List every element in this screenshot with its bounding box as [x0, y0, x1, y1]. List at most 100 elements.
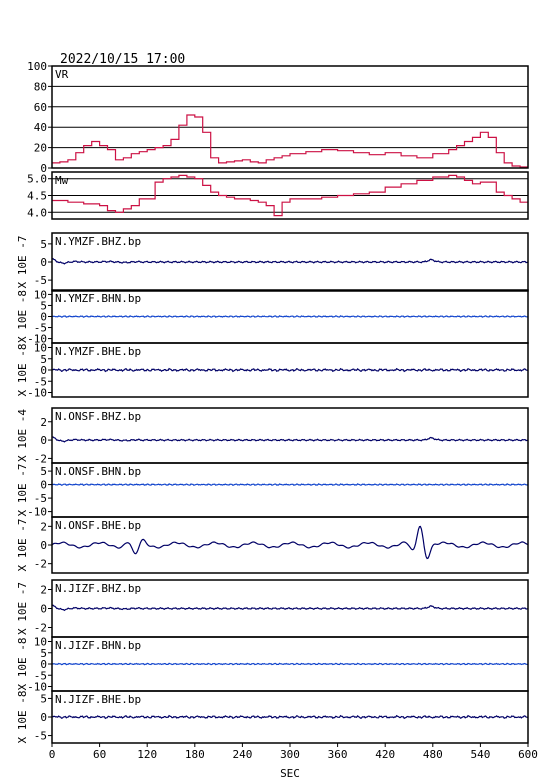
x-tick-label: 420 — [375, 748, 395, 761]
y-tick-label: 5.0 — [27, 173, 47, 186]
series-line-N.YMZF.BHN.bp — [51, 315, 529, 318]
panel-title: Mw — [55, 174, 69, 187]
y-tick-label: -5 — [34, 375, 47, 388]
y-tick-label: 0 — [40, 311, 47, 324]
y-tick-label: 0 — [40, 658, 47, 671]
x-tick-label: 120 — [137, 748, 157, 761]
panel-title: N.ONSF.BHE.bp — [55, 519, 141, 532]
unit-label: X 10E -4 — [16, 409, 29, 462]
series-line-N.YMZF.BHZ.bp — [51, 257, 529, 265]
panel-title: N.JIZF.BHZ.bp — [55, 582, 141, 595]
y-tick-label: 5 — [40, 692, 47, 705]
y-tick-label: 2 — [40, 584, 47, 597]
series-line-N.JIZF.BHN.bp — [51, 662, 529, 666]
unit-label: X 10E -7 — [16, 519, 29, 572]
series-line-N.JIZF.BHE.bp — [51, 714, 529, 720]
x-axis: 0 60 120 180 240 300 360 420 480 540 600 — [49, 743, 538, 761]
y-tick-label: -10 — [27, 333, 47, 346]
series-line-N.JIZF.BHZ.bp — [51, 604, 528, 612]
y-tick-label: 10 — [34, 288, 47, 301]
panel-N.JIZF.BHE.bp: -5 0 5 N.JIZF.BHE.bp X 10E -8 — [16, 690, 529, 744]
y-tick-label: 4.5 — [27, 190, 47, 203]
panel-N.ONSF.BHZ.bp: -2 0 2 N.ONSF.BHZ.bp X 10E -4 — [16, 407, 529, 465]
y-tick-label: 2 — [40, 416, 47, 429]
y-tick-label: 0 — [40, 603, 47, 616]
unit-label: X 10E -8 — [16, 638, 29, 691]
x-tick-label: 60 — [93, 748, 106, 761]
y-tick-label: 5 — [40, 299, 47, 312]
y-tick-label: 5 — [40, 647, 47, 660]
x-tick-label: 180 — [185, 748, 205, 761]
y-tick-label: -2 — [34, 558, 47, 571]
unit-label: X 10E -8 — [16, 344, 29, 397]
y-tick-label: -5 — [34, 274, 47, 287]
panel-frame — [51, 171, 529, 220]
y-tick-label: -10 — [27, 506, 47, 519]
panel-title: N.JIZF.BHN.bp — [55, 639, 141, 652]
y-tick-label: 10 — [34, 342, 47, 355]
y-tick-label: 0 — [40, 364, 47, 377]
y-tick-label: 60 — [34, 101, 47, 114]
y-tick-label: -5 — [34, 322, 47, 335]
y-tick-label: -2 — [34, 452, 47, 465]
panel-N.YMZF.BHZ.bp: -5 0 5 N.YMZF.BHZ.bp X 10E -7 — [16, 232, 529, 292]
series-line-VR — [52, 114, 528, 168]
panel-title: N.YMZF.BHN.bp — [55, 292, 141, 305]
panel-N.ONSF.BHE.bp: -2 0 2 N.ONSF.BHE.bp X 10E -7 — [16, 516, 529, 574]
y-tick-label: 0 — [40, 434, 47, 447]
y-tick-label: 20 — [34, 142, 47, 155]
panel-Mw: 4.0 4.5 5.0 Mw — [27, 171, 529, 220]
panel-title: VR — [55, 68, 69, 81]
series-line-N.ONSF.BHE.bp — [51, 525, 529, 560]
panel-title: N.YMZF.BHE.bp — [55, 345, 141, 358]
x-tick-label: 600 — [518, 748, 538, 761]
series-line-N.ONSF.BHN.bp — [51, 483, 529, 487]
panel-title: N.YMZF.BHZ.bp — [55, 235, 141, 248]
y-tick-label: 10 — [34, 636, 47, 649]
panel-N.ONSF.BHN.bp: -10-505 N.ONSF.BHN.bp X 10E -7 — [16, 462, 529, 519]
y-tick-label: 80 — [34, 80, 47, 93]
y-tick-label: 40 — [34, 121, 47, 134]
panel-VR: 0 20 40 60 80 100 VR — [27, 60, 529, 175]
panel-frame — [51, 65, 529, 169]
panel-frame — [51, 516, 529, 574]
unit-label: X 10E -7 — [16, 582, 29, 635]
x-tick-label: 480 — [423, 748, 443, 761]
y-tick-label: 5 — [40, 353, 47, 366]
panel-title: N.ONSF.BHN.bp — [55, 465, 141, 478]
unit-label: X 10E -8 — [16, 290, 29, 343]
series-line-N.YMZF.BHE.bp — [51, 367, 529, 373]
y-tick-label: 100 — [27, 60, 47, 73]
y-tick-label: 4.0 — [27, 206, 47, 219]
y-tick-label: 0 — [40, 539, 47, 552]
x-tick-label: 240 — [232, 748, 252, 761]
y-tick-label: 0 — [40, 479, 47, 492]
y-tick-label: -10 — [27, 387, 47, 400]
unit-label: X 10E -7 — [16, 464, 29, 517]
y-tick-label: -2 — [34, 622, 47, 635]
x-tick-label: 540 — [470, 748, 490, 761]
x-tick-label: 0 — [49, 748, 56, 761]
panel-title: N.ONSF.BHZ.bp — [55, 410, 141, 423]
y-tick-label: -5 — [34, 730, 47, 743]
y-tick-label: -10 — [27, 681, 47, 694]
unit-label: X 10E -7 — [16, 236, 29, 289]
panel-N.JIZF.BHZ.bp: -2 0 2 N.JIZF.BHZ.bp X 10E -7 — [16, 579, 529, 638]
x-tick-label: 360 — [328, 748, 348, 761]
panel-title: N.JIZF.BHE.bp — [55, 693, 141, 706]
series-line-Mw — [52, 174, 528, 217]
y-tick-label: 0 — [40, 162, 47, 175]
y-tick-label: 5 — [40, 238, 47, 251]
series-line-N.ONSF.BHZ.bp — [51, 436, 528, 443]
panel-frame — [51, 342, 529, 398]
y-tick-label: -5 — [34, 669, 47, 682]
x-axis-label: SEC — [280, 767, 300, 780]
x-tick-label: 300 — [280, 748, 300, 761]
y-tick-label: -5 — [34, 492, 47, 505]
y-tick-label: 0 — [40, 256, 47, 269]
